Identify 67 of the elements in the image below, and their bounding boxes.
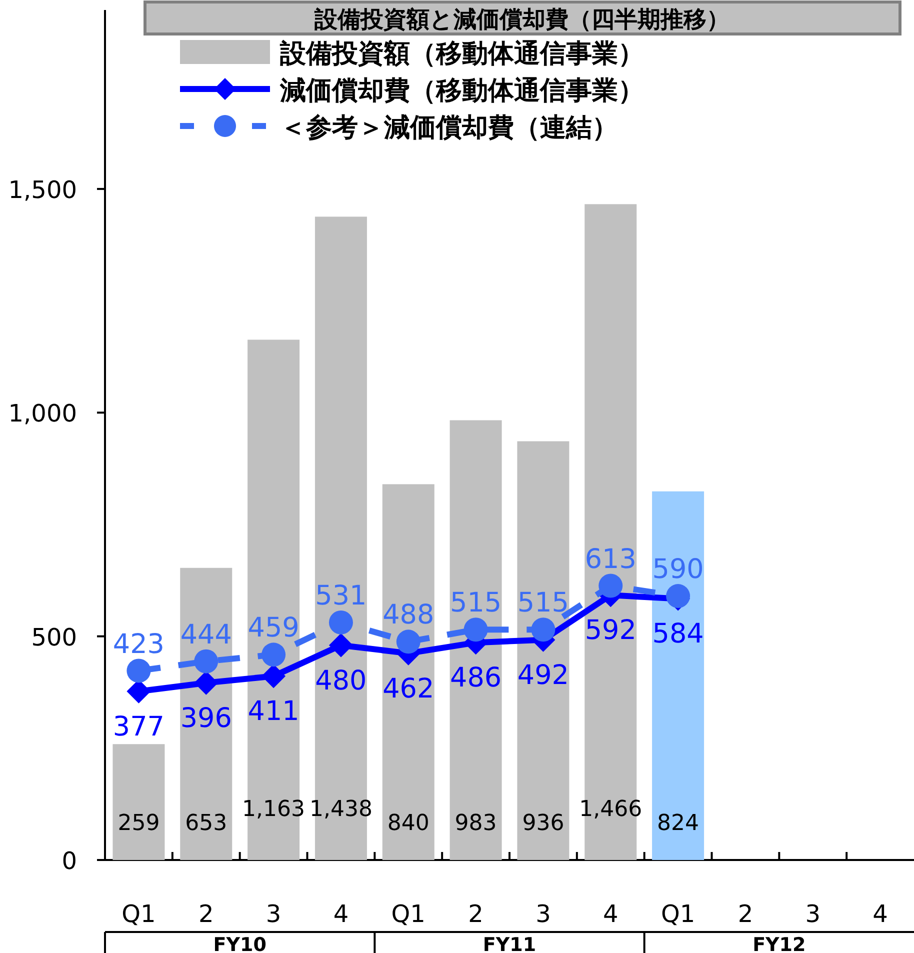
bar [517,441,570,860]
y-tick-label: 1,500 [8,176,77,204]
bar [652,491,704,860]
data-label: 531 [315,580,367,612]
data-label: 423 [112,628,164,660]
x-tick-label: 4 [872,900,888,928]
x-tick-label: 3 [805,900,821,928]
data-label: 515 [450,588,502,619]
data-label: 584 [652,618,704,650]
data-label: 488 [382,600,434,631]
bar [180,568,232,860]
point [328,633,353,658]
x-tick-label: 2 [738,900,754,928]
x-tick-label: Q1 [660,900,696,928]
point [464,618,488,642]
legend-label: 設備投資額（移動体通信事業） [279,39,644,69]
data-label: 840 [387,811,430,836]
data-label: 983 [454,811,497,836]
data-label: 462 [382,673,434,704]
bar [382,484,434,860]
y-tick-label: 500 [31,623,77,652]
point [598,574,623,598]
data-label: 259 [118,811,160,836]
x-tick-label: 4 [602,900,618,928]
legend-label: 減価償却費（移動体通信事業） [279,76,644,106]
y-tick-label: 0 [62,847,77,875]
data-label: 592 [584,615,636,646]
data-label: 1,438 [309,797,372,822]
data-label: 486 [450,662,502,694]
point [531,618,556,642]
x-tick-label: 3 [536,900,551,928]
legend-label: ＜参考＞減価償却費（連結） [280,113,618,143]
data-label: 515 [517,588,569,619]
bar [112,744,165,860]
chart-title: 設備投資額と減価償却費（四半期推移） [314,7,730,33]
data-label: 411 [248,696,300,728]
data-label: 1,163 [242,797,306,822]
point [262,642,286,667]
x-tick-label: Q1 [391,900,426,928]
point [194,649,218,674]
point [126,658,151,683]
data-label: 936 [522,811,564,836]
data-label: 1,466 [579,797,642,822]
data-label: 480 [315,665,367,696]
data-label: 824 [657,811,700,836]
text: FY12 [752,934,806,953]
data-label: 396 [180,702,232,734]
data-label: 653 [185,811,228,836]
data-label: 492 [517,660,569,691]
y-tick-label: 1,000 [8,400,77,428]
data-label: 590 [652,554,704,586]
text: FY10 [213,934,266,953]
bar [450,420,502,860]
x-tick-label: 4 [333,900,349,928]
data-label: 444 [180,619,232,650]
data-label: 459 [248,612,300,644]
point [262,664,286,688]
point [666,584,690,608]
point [396,630,420,654]
data-label: 377 [112,711,164,742]
x-tick-label: 2 [198,900,214,928]
point [328,610,353,634]
text: FY11 [482,934,536,953]
data-label: 613 [584,544,636,575]
x-tick-label: Q1 [122,900,156,928]
x-tick-label: 3 [266,900,282,928]
x-tick-label: 2 [468,900,484,928]
